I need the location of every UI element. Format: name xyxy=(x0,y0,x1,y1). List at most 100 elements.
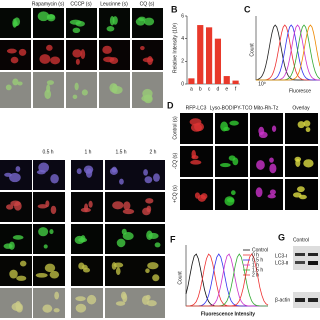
column-header: Mito-Rh-Tz xyxy=(254,105,279,111)
cell xyxy=(256,160,265,170)
cell xyxy=(146,205,152,213)
cell xyxy=(121,228,127,235)
micrograph xyxy=(33,224,65,254)
x-axis-label: Fluoresce xyxy=(289,88,311,94)
cell xyxy=(232,157,239,166)
micrograph xyxy=(132,40,163,70)
row-label: Control (s) xyxy=(172,116,178,140)
cell xyxy=(80,49,86,60)
x-axis-label: Fluorescence Intensity xyxy=(201,311,255,317)
cell xyxy=(230,190,236,196)
legend-label: 1 h xyxy=(252,262,259,268)
cell xyxy=(75,303,87,313)
column-header: 2 h xyxy=(150,149,157,155)
cell xyxy=(49,270,60,279)
x-tick-label: c xyxy=(208,86,211,92)
row-label: LC3-Ⅰ xyxy=(275,253,287,259)
panel-label: B xyxy=(171,4,178,14)
micrograph xyxy=(0,72,31,108)
cell xyxy=(6,48,17,54)
cell xyxy=(145,294,151,300)
cell xyxy=(271,125,277,132)
cell xyxy=(111,262,117,270)
cell xyxy=(35,272,48,278)
histogram-curve xyxy=(186,253,269,307)
micrograph xyxy=(137,256,165,286)
cell xyxy=(12,235,24,240)
cell xyxy=(123,201,131,211)
band xyxy=(295,261,305,264)
micrograph xyxy=(215,113,248,144)
cell xyxy=(229,120,239,126)
column-header: Leucinne (s) xyxy=(100,1,128,7)
cell xyxy=(83,165,94,174)
legend-label: 2 h xyxy=(252,272,259,278)
column-header: Rapamycin (s) xyxy=(32,1,65,7)
cell xyxy=(269,157,274,163)
cell xyxy=(16,275,27,281)
cell xyxy=(12,78,19,86)
micrograph xyxy=(66,72,97,108)
cell xyxy=(295,158,301,167)
cell xyxy=(80,207,91,213)
cell xyxy=(49,229,54,235)
cell xyxy=(19,260,27,267)
bar xyxy=(188,78,195,84)
y-tick-label: 6 xyxy=(181,13,184,19)
cell xyxy=(297,121,305,129)
bar xyxy=(197,25,204,84)
cell xyxy=(75,20,85,27)
y-tick-label: 2 xyxy=(181,59,184,65)
band xyxy=(308,261,318,265)
cell xyxy=(298,194,307,200)
micrograph xyxy=(137,192,165,222)
legend-label: 1.5 h xyxy=(252,267,263,273)
cell xyxy=(140,45,145,51)
cell xyxy=(50,56,61,65)
cell xyxy=(115,301,126,306)
cell xyxy=(8,241,15,250)
cell xyxy=(146,230,153,241)
cell xyxy=(106,26,115,32)
cell xyxy=(44,89,52,100)
x-tick-label: f xyxy=(235,86,237,92)
cell xyxy=(17,81,23,86)
cell xyxy=(154,242,161,248)
cell xyxy=(255,187,263,198)
micrograph xyxy=(33,288,65,318)
cell xyxy=(116,238,126,248)
y-axis-label: Count xyxy=(177,271,183,285)
y-tick-label: 0 xyxy=(181,81,184,87)
micrograph xyxy=(0,40,31,70)
micrograph xyxy=(33,40,64,70)
column-header: Lyso-BODIPY-TCO xyxy=(210,105,253,111)
row-label: +CQ (s) xyxy=(172,185,178,203)
cell xyxy=(223,126,230,131)
y-axis-label: Relative Intensity (10³) xyxy=(172,23,178,73)
cell xyxy=(102,45,112,54)
cell xyxy=(120,291,127,300)
cell xyxy=(153,173,160,182)
cell xyxy=(78,262,85,270)
cell xyxy=(14,201,22,211)
row-label: LC3-Ⅱ xyxy=(275,260,288,266)
cell xyxy=(111,166,117,173)
cell xyxy=(10,56,19,64)
cell xyxy=(74,235,85,245)
panel-label: G xyxy=(278,232,285,242)
cell xyxy=(45,200,50,208)
cell xyxy=(109,15,115,26)
micrograph xyxy=(105,256,137,286)
legend-label: Control xyxy=(252,247,268,253)
panel-label: F xyxy=(170,234,176,244)
band xyxy=(308,253,318,256)
micrograph xyxy=(250,146,283,177)
legend-label: 0.5 h xyxy=(252,257,263,263)
cell xyxy=(72,27,81,33)
cell xyxy=(86,294,97,305)
cell xyxy=(9,172,21,183)
cell xyxy=(296,186,305,193)
cell xyxy=(75,296,86,302)
